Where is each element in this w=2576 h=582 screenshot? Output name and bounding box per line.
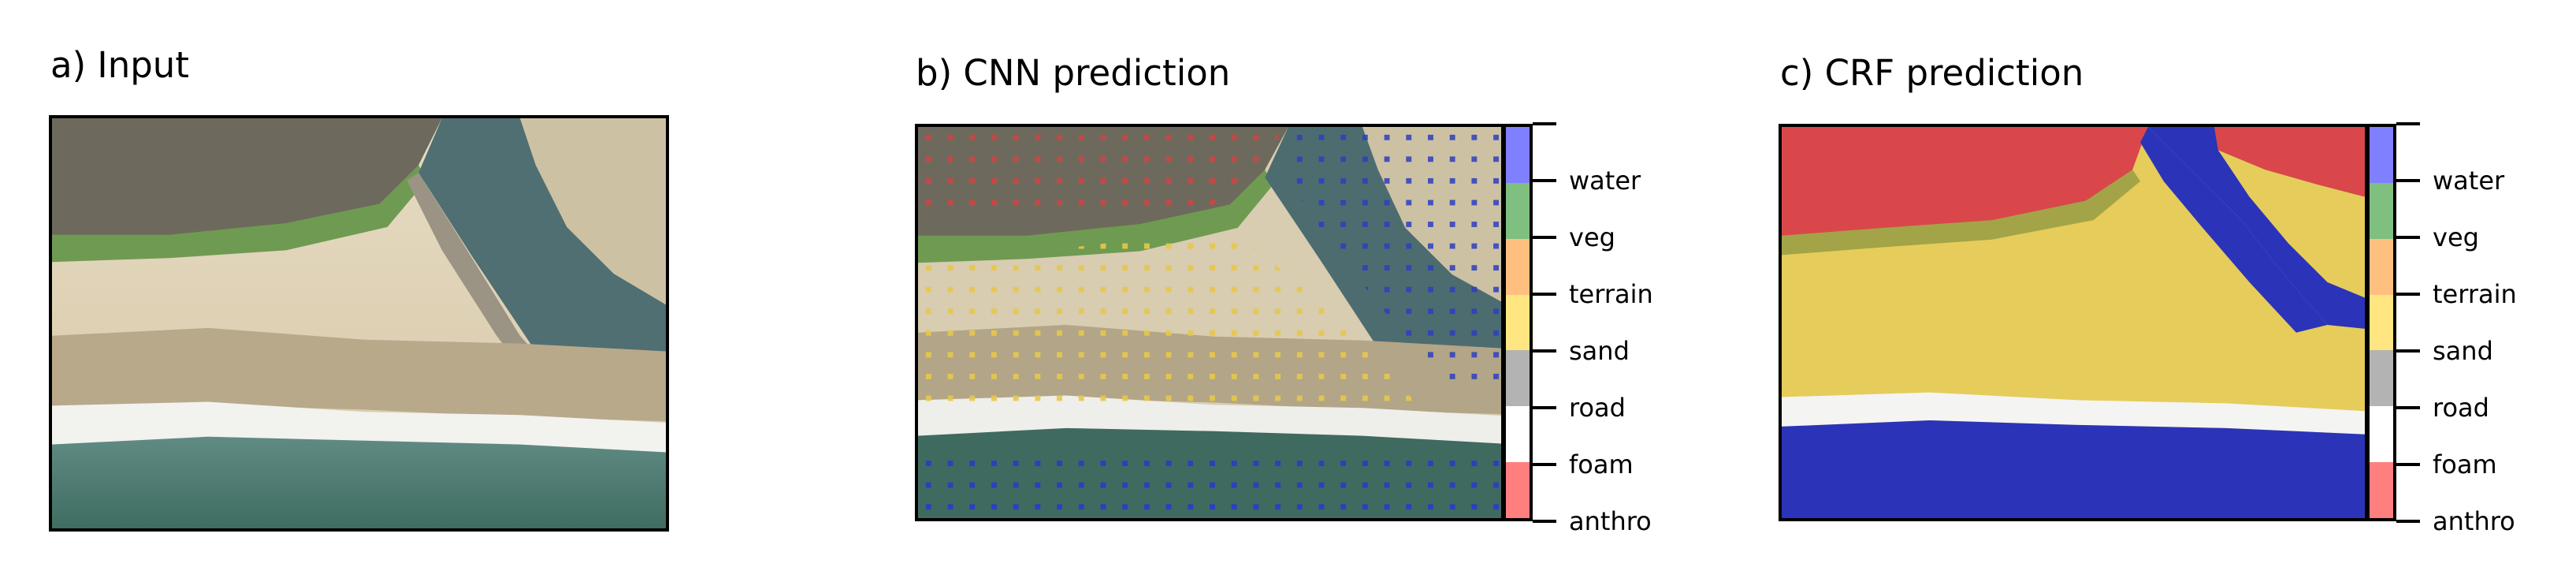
cnn-colorbar-swatch xyxy=(1506,462,1530,518)
cnn-colorbar-tick xyxy=(1533,463,1556,466)
crf-colorbar-ticks: water veg terrain sand road foam anthro xyxy=(2396,122,2570,534)
cnn-colorbar-ticks: water veg terrain sand road foam anthro xyxy=(1533,122,1690,534)
crf-colorbar-swatch xyxy=(2370,127,2393,183)
cnn-colorbar-swatch xyxy=(1506,294,1530,351)
crf-colorbar-swatch xyxy=(2370,182,2393,239)
crf-colorbar-swatch xyxy=(2370,462,2393,518)
cnn-colorbar-label-veg: veg xyxy=(1569,222,1615,252)
cnn-colorbar xyxy=(1503,124,1533,521)
crf-colorbar-label-veg: veg xyxy=(2433,222,2479,252)
cnn-colorbar-tick xyxy=(1533,520,1556,523)
crf-colorbar-label-road: road xyxy=(2433,393,2489,423)
cnn-colorbar-tick xyxy=(1533,236,1556,239)
cnn-colorbar-label-anthro: anthro xyxy=(1569,506,1652,536)
crf-colorbar-tick xyxy=(2396,463,2420,466)
cnn-colorbar-tick xyxy=(1533,179,1556,182)
crf-colorbar-tick xyxy=(2396,179,2420,182)
crf-colorbar-tick xyxy=(2396,293,2420,296)
crf-colorbar xyxy=(2366,124,2396,521)
cnn-colorbar-swatch xyxy=(1506,238,1530,295)
cnn-colorbar-tick xyxy=(1533,406,1556,409)
cnn-colorbar-label-water: water xyxy=(1569,166,1641,196)
cnn-colorbar-swatch xyxy=(1506,127,1530,183)
crf-colorbar-tick xyxy=(2396,122,2420,125)
crf-colorbar-label-sand: sand xyxy=(2433,336,2493,366)
crf-colorbar-swatch xyxy=(2370,294,2393,351)
cnn-colorbar-swatch xyxy=(1506,350,1530,407)
cnn-colorbar-label-foam: foam xyxy=(1569,450,1634,479)
crf-colorbar-label-foam: foam xyxy=(2433,450,2497,479)
cnn-colorbar-label-road: road xyxy=(1569,393,1626,423)
cnn-colorbar-swatch xyxy=(1506,182,1530,239)
crf-colorbar-tick xyxy=(2396,520,2420,523)
cnn-prediction-image xyxy=(915,124,1504,521)
cnn-colorbar-tick xyxy=(1533,349,1556,353)
crf-colorbar-tick xyxy=(2396,236,2420,239)
crf-colorbar-label-terrain: terrain xyxy=(2433,279,2517,309)
panel-c-title: c) CRF prediction xyxy=(1780,52,2084,94)
panel-b-title: b) CNN prediction xyxy=(916,52,1231,94)
cnn-colorbar-tick xyxy=(1533,122,1556,125)
crf-colorbar-swatch xyxy=(2370,406,2393,463)
crf-colorbar-label-water: water xyxy=(2433,166,2505,196)
crf-colorbar-tick xyxy=(2396,406,2420,409)
panel-a-title: a) Input xyxy=(50,44,189,86)
cnn-colorbar-label-terrain: terrain xyxy=(1569,279,1653,309)
crf-colorbar-swatch xyxy=(2370,238,2393,295)
crf-prediction-image xyxy=(1779,124,2368,521)
cnn-colorbar-label-sand: sand xyxy=(1569,336,1630,366)
crf-colorbar-swatch xyxy=(2370,350,2393,407)
crf-colorbar-label-anthro: anthro xyxy=(2433,506,2515,536)
cnn-colorbar-swatch xyxy=(1506,406,1530,463)
cnn-colorbar-tick xyxy=(1533,293,1556,296)
crf-colorbar-tick xyxy=(2396,349,2420,353)
input-image xyxy=(49,115,669,532)
